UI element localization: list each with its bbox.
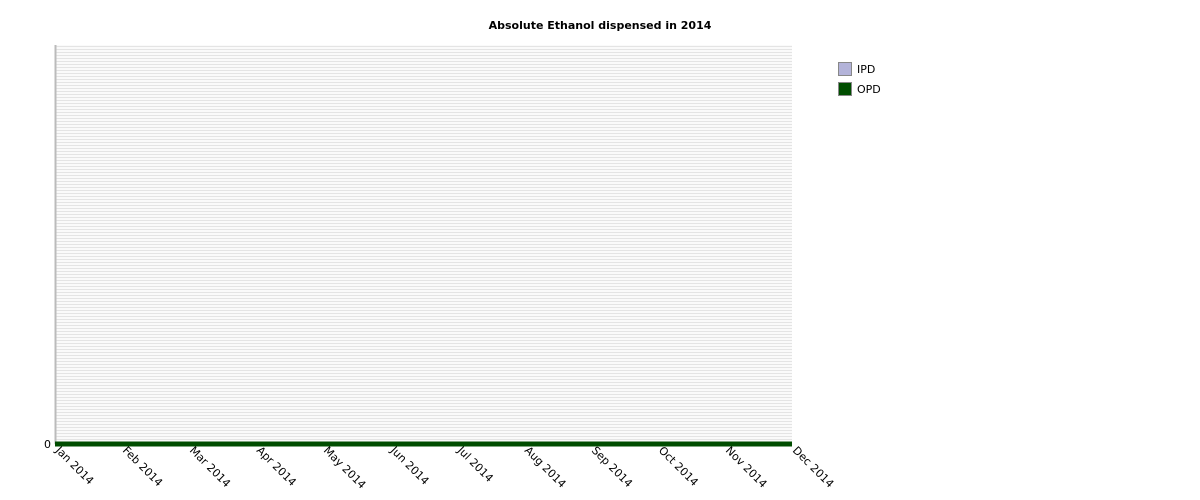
x-tick-label: Nov 2014: [723, 444, 770, 491]
x-tick-label: May 2014: [321, 444, 369, 492]
x-tick-label: Aug 2014: [522, 444, 569, 491]
legend-swatch-opd: [838, 82, 852, 96]
x-tick-label: Sep 2014: [589, 444, 635, 490]
x-tick-label: Dec 2014: [790, 444, 837, 491]
x-axis: Jan 2014 Feb 2014 Mar 2014 Apr 2014 May 2014…: [52, 443, 836, 491]
y-tick-label: 0: [44, 438, 51, 451]
legend-swatch-ipd: [838, 62, 852, 76]
x-tick-label: Oct 2014: [656, 444, 701, 489]
plot-area: [55, 45, 792, 444]
legend: IPD OPD: [838, 62, 881, 96]
x-tick-label: Mar 2014: [187, 444, 233, 490]
x-tick-label: Jul 2014: [454, 443, 496, 485]
legend-label-opd: OPD: [857, 83, 881, 96]
x-tick-label: Feb 2014: [120, 444, 165, 489]
chart-title: Absolute Ethanol dispensed in 2014: [489, 19, 712, 32]
y-axis: 0: [44, 45, 57, 451]
legend-label-ipd: IPD: [857, 63, 875, 76]
x-tick-label: Jun 2014: [387, 443, 431, 487]
x-tick-label: Apr 2014: [254, 444, 299, 489]
x-tick-label: Jan 2014: [52, 443, 96, 487]
